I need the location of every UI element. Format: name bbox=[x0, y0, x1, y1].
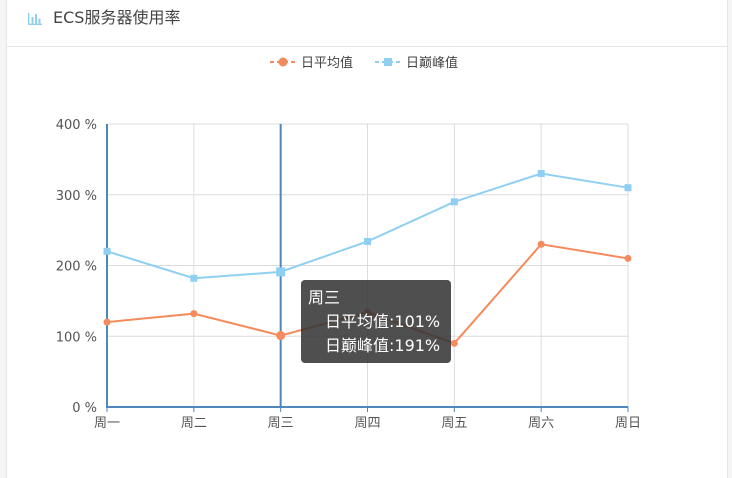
data-point-series-2[interactable] bbox=[276, 267, 286, 277]
data-point-series-2[interactable] bbox=[624, 184, 632, 192]
data-point-series-2[interactable] bbox=[450, 198, 458, 206]
data-point-series-1[interactable] bbox=[276, 331, 286, 341]
x-tick-label: 周日 bbox=[615, 416, 641, 431]
x-tick-label: 周四 bbox=[354, 416, 380, 431]
panel-title: ECS服务器使用率 bbox=[53, 8, 181, 27]
x-tick-label: 周五 bbox=[441, 416, 467, 431]
data-point-series-1[interactable] bbox=[450, 339, 458, 347]
data-point-series-1[interactable] bbox=[103, 318, 111, 326]
y-tick-label: 0 % bbox=[72, 401, 97, 416]
data-point-series-2[interactable] bbox=[537, 170, 545, 178]
x-tick-label: 周一 bbox=[94, 416, 120, 431]
y-tick-label: 200 % bbox=[56, 260, 97, 275]
legend-label-2[interactable]: 日巅峰值 bbox=[406, 55, 458, 71]
x-tick-label: 周三 bbox=[268, 416, 294, 431]
line-chart[interactable]: 0 %100 %200 %300 %400 %周一 周二 周三 周四 周五 周六 周日日平均… bbox=[7, 0, 727, 478]
y-tick-label: 100 % bbox=[56, 330, 97, 345]
x-tick-label: 周六 bbox=[528, 416, 554, 431]
tooltip-avg-value: 日平均值:101% bbox=[325, 312, 441, 331]
data-point-series-1[interactable] bbox=[537, 240, 545, 248]
data-point-series-1[interactable] bbox=[624, 254, 632, 262]
legend-label-1[interactable]: 日平均值 bbox=[301, 55, 353, 71]
chart-tooltip: 周三 日平均值:101% 日巅峰值:191% bbox=[301, 280, 451, 363]
tooltip-title: 周三 bbox=[308, 288, 341, 307]
chart-panel: ECS服务器使用率 0 % 100 % 200 % 300 % 400 % 周一 周二 周三周… bbox=[6, 0, 728, 478]
tooltip-peak-value: 日巅峰值:191% bbox=[325, 336, 441, 355]
legend-marker-1[interactable] bbox=[278, 57, 288, 67]
x-tick-label: 周二 bbox=[181, 416, 207, 431]
bar-chart-icon bbox=[28, 13, 42, 25]
data-point-series-2[interactable] bbox=[103, 247, 111, 255]
data-point-series-2[interactable] bbox=[364, 237, 371, 245]
panel-header: ECS服务器使用率 bbox=[7, 0, 727, 47]
y-tick-label: 400 % bbox=[56, 118, 97, 133]
y-tick-label: 300 % bbox=[56, 189, 97, 204]
legend-marker-2[interactable] bbox=[384, 58, 392, 66]
data-point-series-2[interactable] bbox=[190, 274, 198, 282]
data-point-series-1[interactable] bbox=[190, 310, 198, 318]
